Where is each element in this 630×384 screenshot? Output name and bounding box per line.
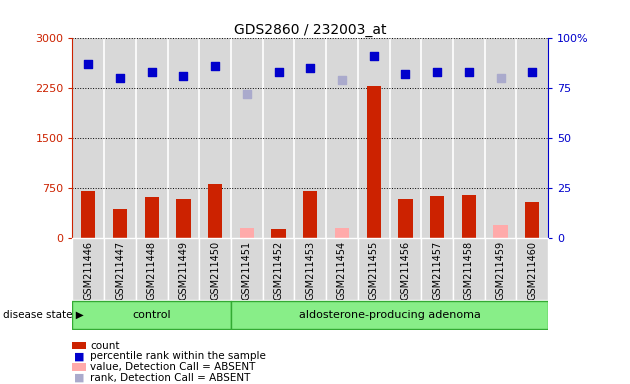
Bar: [493, 225, 508, 238]
Point: [147, 69, 157, 75]
Text: GSM211451: GSM211451: [242, 241, 252, 300]
FancyBboxPatch shape: [517, 238, 548, 300]
Bar: [145, 197, 159, 238]
Text: rank, Detection Call = ABSENT: rank, Detection Call = ABSENT: [90, 373, 251, 383]
Title: GDS2860 / 232003_at: GDS2860 / 232003_at: [234, 23, 387, 37]
Bar: [263, 38, 294, 238]
Point: [337, 77, 347, 83]
Point: [495, 75, 505, 81]
Text: GSM211457: GSM211457: [432, 241, 442, 300]
Bar: [358, 38, 389, 238]
Bar: [326, 38, 358, 238]
Bar: [168, 38, 199, 238]
Bar: [398, 199, 413, 238]
Bar: [72, 38, 104, 238]
Text: GSM211454: GSM211454: [337, 241, 347, 300]
Bar: [484, 38, 517, 238]
Bar: [208, 184, 222, 238]
FancyBboxPatch shape: [104, 238, 136, 300]
FancyBboxPatch shape: [389, 238, 421, 300]
Bar: [136, 38, 168, 238]
Text: ■: ■: [74, 351, 84, 361]
Text: GSM211450: GSM211450: [210, 241, 220, 300]
Point: [305, 65, 315, 71]
FancyBboxPatch shape: [453, 238, 484, 300]
Bar: [294, 38, 326, 238]
Bar: [421, 38, 453, 238]
Point: [527, 69, 537, 75]
Text: GSM211452: GSM211452: [273, 241, 284, 300]
Point: [401, 71, 411, 78]
Bar: [272, 229, 285, 238]
Point: [432, 69, 442, 75]
Text: GSM211459: GSM211459: [496, 241, 505, 300]
Bar: [335, 228, 349, 238]
Text: GSM211455: GSM211455: [369, 241, 379, 300]
Bar: [453, 38, 484, 238]
Point: [464, 69, 474, 75]
Text: GSM211460: GSM211460: [527, 241, 537, 300]
Bar: [303, 192, 318, 238]
Text: value, Detection Call = ABSENT: value, Detection Call = ABSENT: [90, 362, 256, 372]
Bar: [113, 209, 127, 238]
Bar: [104, 38, 136, 238]
Text: aldosterone-producing adenoma: aldosterone-producing adenoma: [299, 310, 481, 320]
Point: [178, 73, 188, 79]
Bar: [199, 38, 231, 238]
Bar: [240, 228, 254, 238]
Text: control: control: [132, 310, 171, 320]
FancyBboxPatch shape: [136, 238, 168, 300]
FancyBboxPatch shape: [294, 238, 326, 300]
FancyBboxPatch shape: [326, 238, 358, 300]
FancyBboxPatch shape: [199, 238, 231, 300]
Text: GSM211458: GSM211458: [464, 241, 474, 300]
FancyBboxPatch shape: [358, 238, 389, 300]
Text: GSM211453: GSM211453: [306, 241, 315, 300]
Point: [369, 53, 379, 60]
Text: GSM211456: GSM211456: [401, 241, 410, 300]
Bar: [81, 192, 95, 238]
Text: percentile rank within the sample: percentile rank within the sample: [90, 351, 266, 361]
Bar: [176, 199, 190, 238]
Bar: [462, 195, 476, 238]
Text: ■: ■: [74, 373, 84, 383]
Bar: [389, 38, 421, 238]
Point: [273, 69, 284, 75]
Point: [242, 91, 252, 98]
Point: [83, 61, 93, 68]
Text: GSM211449: GSM211449: [178, 241, 188, 300]
Text: GSM211448: GSM211448: [147, 241, 157, 300]
Text: disease state ▶: disease state ▶: [3, 310, 84, 320]
FancyBboxPatch shape: [168, 238, 199, 300]
FancyBboxPatch shape: [231, 301, 548, 329]
Bar: [367, 86, 381, 238]
Point: [115, 75, 125, 81]
FancyBboxPatch shape: [421, 238, 453, 300]
FancyBboxPatch shape: [72, 238, 104, 300]
Text: GSM211447: GSM211447: [115, 241, 125, 300]
Text: count: count: [90, 341, 120, 351]
FancyBboxPatch shape: [484, 238, 517, 300]
Bar: [517, 38, 548, 238]
Bar: [525, 202, 539, 238]
Bar: [231, 38, 263, 238]
FancyBboxPatch shape: [263, 238, 294, 300]
Point: [210, 63, 220, 70]
Text: GSM211446: GSM211446: [83, 241, 93, 300]
FancyBboxPatch shape: [72, 301, 231, 329]
Bar: [430, 196, 444, 238]
FancyBboxPatch shape: [231, 238, 263, 300]
